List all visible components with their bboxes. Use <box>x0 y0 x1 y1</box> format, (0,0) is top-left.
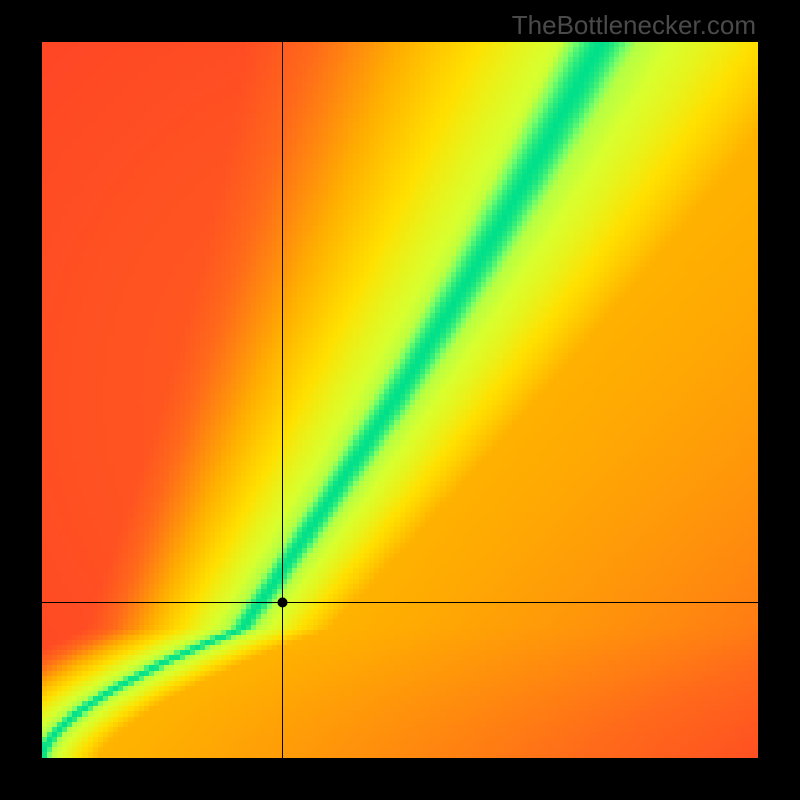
watermark-text: TheBottlenecker.com <box>512 10 756 41</box>
chart-container: TheBottlenecker.com <box>0 0 800 800</box>
bottleneck-heatmap <box>42 42 758 758</box>
